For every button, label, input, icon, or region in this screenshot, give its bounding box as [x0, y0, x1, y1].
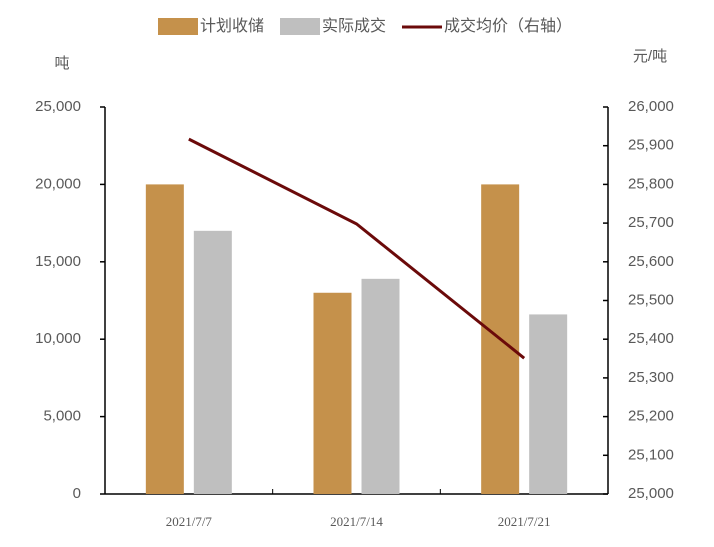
- bar: [529, 314, 568, 494]
- y2-tick-label: 25,500: [628, 291, 674, 308]
- legend-label: 成交均价（右轴）: [444, 17, 572, 35]
- y-tick-label: 10,000: [35, 330, 81, 347]
- y-tick-label: 0: [73, 485, 81, 502]
- bar: [193, 230, 232, 494]
- y-tick-label: 25,000: [35, 98, 81, 115]
- bar: [361, 278, 400, 494]
- legend-label: 实际成交: [322, 17, 386, 35]
- y-tick-label: 15,000: [35, 253, 81, 270]
- legend-swatch: [280, 18, 320, 35]
- y2-tick-label: 25,400: [628, 330, 674, 347]
- legend-swatch: [158, 18, 198, 35]
- y2-tick-label: 25,100: [628, 446, 674, 463]
- y2-tick-label: 25,700: [628, 214, 674, 231]
- x-tick-label: 2021/7/14: [330, 514, 383, 529]
- y2-tick-label: 25,600: [628, 253, 674, 270]
- y2-tick-label: 26,000: [628, 98, 674, 115]
- x-tick-label: 2021/7/21: [498, 514, 551, 529]
- x-tick-label: 2021/7/7: [166, 514, 213, 529]
- bar: [145, 184, 184, 494]
- y2-tick-label: 25,900: [628, 137, 674, 154]
- y2-tick-label: 25,000: [628, 485, 674, 502]
- y2-axis-label: 元/吨: [633, 48, 667, 65]
- y2-tick-label: 25,200: [628, 408, 674, 425]
- bar: [313, 292, 352, 494]
- y2-tick-label: 25,300: [628, 369, 674, 386]
- y2-tick-label: 25,800: [628, 175, 674, 192]
- legend-label: 计划收储: [200, 17, 264, 35]
- line: [188, 137, 526, 360]
- y-axis-label: 吨: [54, 55, 69, 72]
- y-tick-label: 20,000: [35, 175, 81, 192]
- y-tick-label: 5,000: [43, 408, 81, 425]
